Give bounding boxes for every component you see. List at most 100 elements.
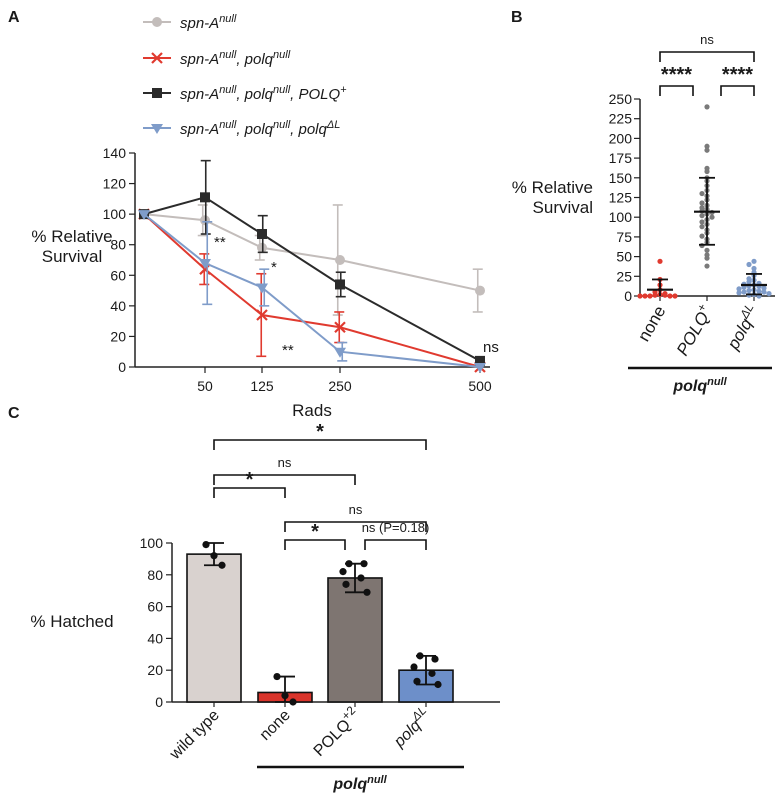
a-x-tick-label: 250 <box>328 378 352 394</box>
b-y-tick-label: 150 <box>609 170 633 186</box>
c-y-tick-label: 0 <box>155 694 163 710</box>
c-data-point <box>345 560 353 568</box>
legend-text: spn-A <box>180 51 219 68</box>
c-data-point <box>416 652 424 660</box>
a-legend-entry-0: spn-Anull <box>180 13 237 32</box>
c-significance-bracket <box>284 521 427 532</box>
group-text: polq <box>332 776 367 793</box>
c-data-point <box>210 552 218 560</box>
b-data-point <box>704 255 710 261</box>
b-data-point <box>704 143 710 149</box>
a-data-point <box>256 283 268 294</box>
legend-text: spn-A <box>180 86 219 103</box>
a-data-point <box>475 355 485 366</box>
panel-label-a: A <box>8 9 20 26</box>
a-y-tick-label: 40 <box>110 298 126 314</box>
b-y-tick-label: 125 <box>609 190 633 206</box>
a-data-point <box>257 229 267 240</box>
b-data-point <box>657 258 663 264</box>
b-y-tick-label: 25 <box>616 268 632 284</box>
group-superscript: null <box>367 774 387 786</box>
b-y-tick-label: 75 <box>616 229 632 245</box>
legend-text: spn-A <box>180 15 219 32</box>
a-data-point <box>256 309 268 321</box>
c-data-point <box>428 669 436 677</box>
c-significance-bracket <box>284 539 346 550</box>
legend-superscript: null <box>219 49 237 61</box>
b-data-point <box>704 247 710 253</box>
a-legend-entry-3: spn-Anull, polqnull, polqΔL <box>180 119 340 138</box>
a-data-point <box>475 285 485 296</box>
b-category-label-0: none <box>634 303 669 345</box>
c-data-point <box>360 560 368 568</box>
c-data-point <box>410 663 418 671</box>
a-y-axis-label-line1: % Relative <box>31 227 112 246</box>
a-data-point <box>138 210 150 221</box>
legend-superscript: ΔL <box>326 119 341 131</box>
b-data-point <box>647 293 653 299</box>
c-significance-label: * <box>246 469 254 491</box>
c-category-label-1: none <box>257 707 294 744</box>
c-y-tick-label: 60 <box>147 599 163 615</box>
b-data-point <box>746 261 752 268</box>
b-data-point <box>761 285 767 291</box>
category-text: none <box>257 707 294 744</box>
b-significance-label: ns <box>700 32 714 47</box>
b-data-point <box>704 104 710 110</box>
b-y-tick-label: 225 <box>609 111 633 127</box>
a-data-point <box>334 321 346 334</box>
b-data-point <box>746 287 752 294</box>
category-text: POLQ <box>673 309 713 359</box>
c-data-point <box>357 574 365 582</box>
c-data-point <box>431 655 439 663</box>
b-y-axis-label-line1: % Relative <box>512 178 593 197</box>
a-y-tick-label: 20 <box>110 328 126 344</box>
b-significance-label: **** <box>661 64 692 86</box>
b-significance-label: **** <box>722 64 753 86</box>
panel-c: C 0 20 40 60 80 100 % Hatched wild type none POLQ+… <box>8 405 500 793</box>
c-significance-label: ns <box>278 455 292 470</box>
legend-superscript: null <box>273 84 291 96</box>
a-series-3 <box>138 210 486 373</box>
a-data-point <box>200 192 210 203</box>
c-y-tick-label: 40 <box>147 630 163 646</box>
b-data-point <box>637 293 643 299</box>
panel-a: A 0 20 40 60 80 100 120 140 50 125 250 500 Rads % Rela… <box>8 9 499 420</box>
c-data-point <box>342 580 350 588</box>
c-category-label-2: POLQ+2 <box>307 703 364 760</box>
c-data-point <box>413 677 421 685</box>
b-data-point <box>642 293 648 299</box>
a-data-point <box>199 259 211 270</box>
c-bar-0 <box>186 553 242 703</box>
b-significance-bracket <box>659 51 755 62</box>
legend-superscript: null <box>219 84 237 96</box>
b-data-point <box>766 291 772 297</box>
a-x-axis-label: Rads <box>292 401 332 420</box>
c-data-point <box>202 540 210 549</box>
legend-text: , polq <box>236 121 273 138</box>
c-data-point <box>281 692 289 700</box>
b-y-tick-label: 175 <box>609 150 633 166</box>
c-data-point <box>218 561 226 569</box>
a-data-point <box>335 255 345 265</box>
b-data-point <box>709 214 715 220</box>
b-data-point <box>672 293 678 299</box>
legend-superscript: null <box>273 49 291 61</box>
b-data-point <box>736 290 742 296</box>
a-x-tick-label: 125 <box>250 378 274 394</box>
b-y-tick-label: 100 <box>609 209 633 225</box>
group-superscript: null <box>707 376 727 388</box>
a-legend-marker <box>152 17 162 27</box>
b-data-point <box>662 292 668 298</box>
c-data-point <box>273 672 281 681</box>
c-category-label-3: polqΔL <box>387 703 435 751</box>
c-data-point <box>363 588 371 596</box>
a-legend-entry-1: spn-Anull, polqnull <box>180 49 291 68</box>
a-annotation: ** <box>214 234 226 251</box>
b-y-tick-label: 50 <box>616 249 632 265</box>
b-data-point <box>699 190 705 197</box>
a-series-2 <box>139 159 485 366</box>
b-data-point <box>699 219 705 225</box>
b-data-point <box>699 224 705 230</box>
